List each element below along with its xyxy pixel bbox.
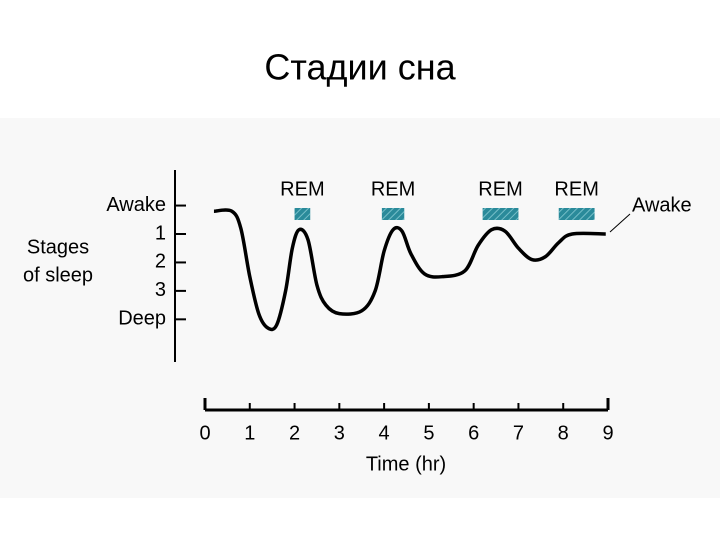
x-tick-label: 5 (423, 422, 434, 444)
sleep-curve (213, 208, 606, 332)
rem-label: REM (371, 178, 415, 200)
x-tick-label: 3 (334, 422, 345, 444)
chart-panel (0, 118, 720, 498)
rem-label: REM (478, 178, 522, 200)
rem-label: REM (554, 178, 598, 200)
y-label: of sleep (23, 264, 93, 286)
x-tick-label: 4 (379, 422, 390, 444)
rem-hatch (482, 208, 519, 220)
y-tick-label: Deep (118, 308, 166, 330)
x-tick-label: 7 (513, 422, 524, 444)
y-tick-label: 3 (155, 279, 166, 301)
end-annotation: Awake (632, 194, 692, 216)
x-tick-label: 1 (244, 422, 255, 444)
x-tick-label: 9 (602, 422, 613, 444)
y-tick-label: 2 (155, 251, 166, 273)
leader-line (609, 213, 631, 233)
y-tick-label: Awake (106, 194, 166, 216)
x-label: Time (hr) (366, 453, 446, 475)
x-tick-label: 2 (289, 422, 300, 444)
slide-title: Стадии сна (264, 47, 456, 88)
x-tick-label: 8 (558, 422, 569, 444)
rem-label: REM (280, 178, 324, 200)
x-tick-label: 6 (468, 422, 479, 444)
x-tick-label: 0 (199, 422, 210, 444)
rem-hatch (381, 208, 405, 220)
y-tick-label: 1 (155, 222, 166, 244)
y-label: Stages (27, 236, 89, 258)
rem-hatch (558, 208, 595, 220)
rem-hatch (294, 208, 311, 220)
